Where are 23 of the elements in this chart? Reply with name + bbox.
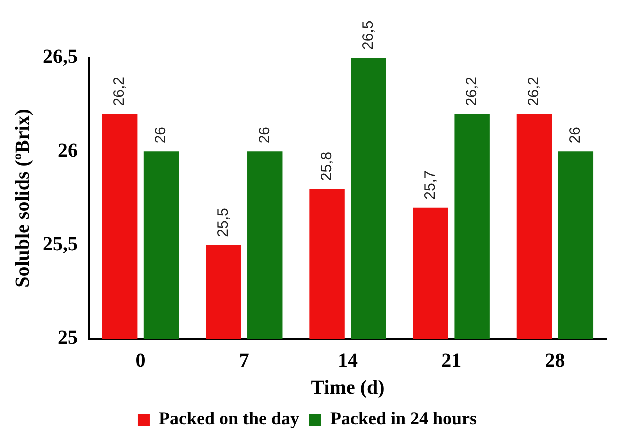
data-label: 26 <box>152 126 170 144</box>
data-label: 25,5 <box>214 208 232 238</box>
x-tick-label: 21 <box>442 350 462 372</box>
legend-label: Packed in 24 hours <box>330 408 478 429</box>
y-tick-label: 26 <box>58 140 78 162</box>
data-label: 26 <box>567 126 584 144</box>
y-tick-label: 25 <box>58 327 78 350</box>
data-label: 26 <box>256 126 274 144</box>
x-tick-label: 7 <box>239 350 250 372</box>
data-label: 26,5 <box>360 20 377 50</box>
x-tick-label: 14 <box>338 350 358 372</box>
data-label: 26,2 <box>526 76 543 106</box>
data-label: 26,2 <box>111 76 128 106</box>
x-tick-label: 0 <box>136 350 146 372</box>
x-tick-label: 28 <box>545 350 566 372</box>
y-axis-title: Soluble solids (ºBrix) <box>12 109 34 288</box>
data-label: 26,2 <box>463 76 480 106</box>
data-label: 25,8 <box>318 152 336 182</box>
y-tick-label: 25,5 <box>43 234 78 256</box>
x-axis-title: Time (d) <box>311 377 385 400</box>
y-tick-label: 26,5 <box>43 46 78 68</box>
data-label: 25,7 <box>422 170 440 200</box>
legend-label: Packed on the day <box>158 408 300 429</box>
